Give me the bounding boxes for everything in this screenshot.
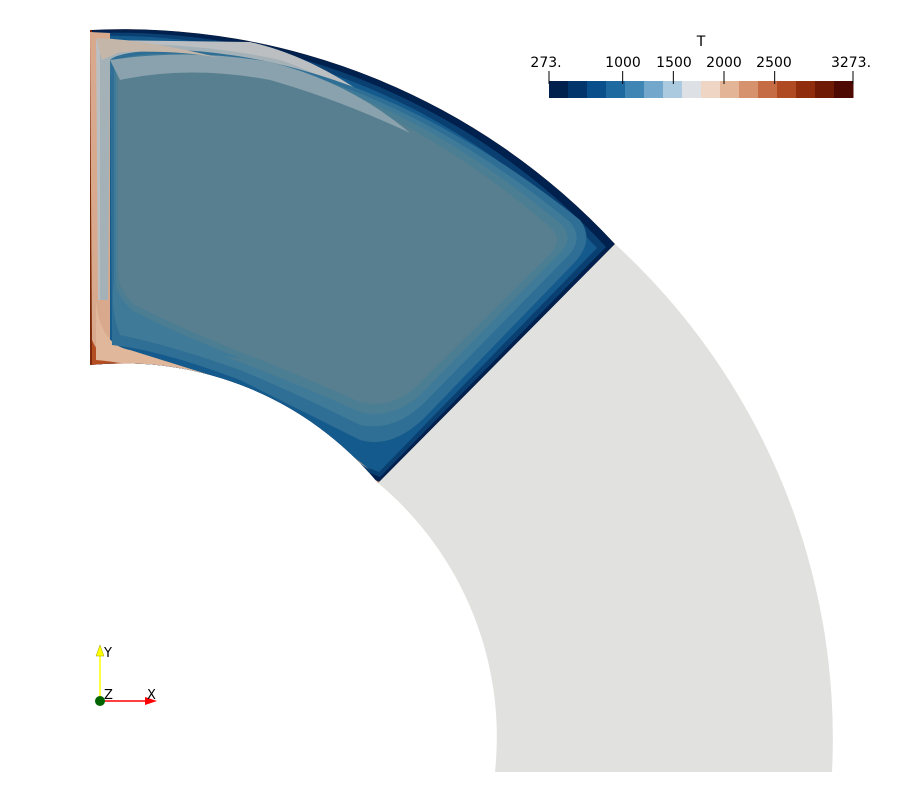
colorbar-swatch	[834, 81, 854, 98]
colorbar-swatch	[682, 81, 702, 98]
colorbar-tick-label-273: 273.	[530, 55, 561, 71]
colorbar-title: T	[696, 34, 706, 50]
orientation-axes: Y Z X	[95, 644, 157, 706]
colorbar-swatch	[701, 81, 721, 98]
colorbar-ticks	[548, 71, 854, 84]
colorbar-tick-label-1500: 1500	[656, 55, 692, 71]
x-axis-label: X	[147, 688, 156, 703]
colorbar-swatch	[796, 81, 816, 98]
colorbar-swatch	[625, 81, 645, 98]
colorbar-swatches	[549, 81, 854, 98]
colorbar-swatch	[739, 81, 759, 98]
colorbar-swatch	[758, 81, 778, 98]
solid-sector	[378, 244, 833, 772]
colorbar-tick-label-2000: 2000	[706, 55, 742, 71]
colorbar-tick-label-2500: 2500	[756, 55, 792, 71]
colorbar-swatch	[587, 81, 607, 98]
x-axis-arrow-icon	[145, 697, 157, 705]
z-axis-dot-icon	[95, 696, 105, 706]
colorbar-swatch	[777, 81, 797, 98]
colorbar-swatch	[644, 81, 664, 98]
y-axis-arrow-icon	[95, 644, 105, 657]
colorbar-tick-label-1000: 1000	[605, 55, 641, 71]
z-axis-label: Z	[104, 688, 113, 703]
colorbar-swatch	[720, 81, 740, 98]
colorbar-swatch	[549, 81, 569, 98]
colorbar-swatch	[568, 81, 588, 98]
colorbar-swatch	[815, 81, 835, 98]
y-axis-label: Y	[103, 646, 112, 661]
colorbar-tick-label-3273: 3273.	[831, 55, 871, 71]
colorbar-swatch	[606, 81, 626, 98]
colorbar-swatch	[663, 81, 683, 98]
colorbar: T 273. 1000 1500 2000 2500 3273.	[530, 34, 871, 98]
